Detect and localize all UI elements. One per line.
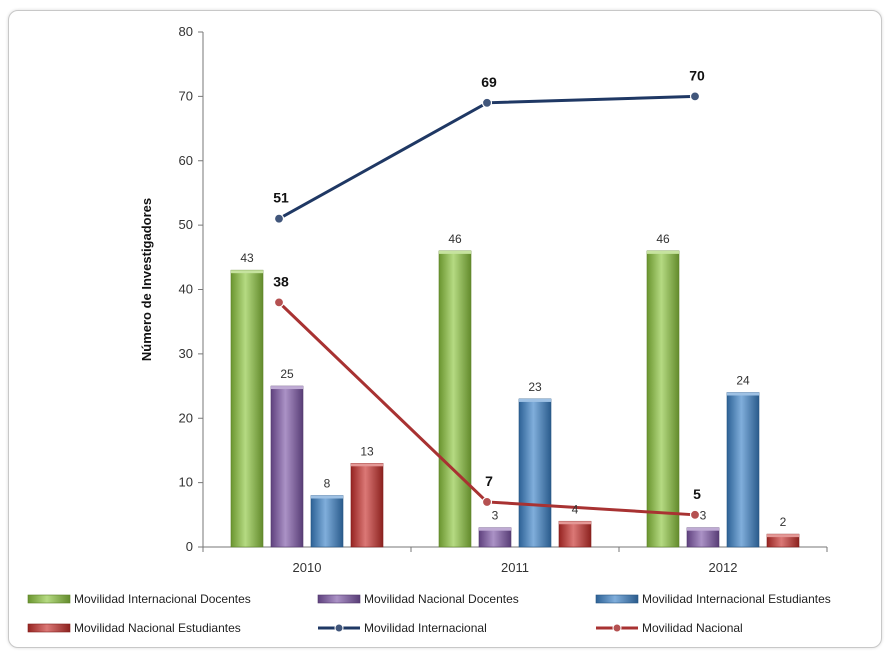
lines: [273, 91, 701, 520]
bar: [438, 250, 472, 548]
legend-label: Movilidad Internacional: [364, 621, 487, 635]
y-axis-label: Número de Investigadores: [139, 198, 154, 361]
bar-data-label: 46: [656, 232, 670, 246]
bar: [310, 495, 344, 548]
line-data-label: 7: [485, 473, 493, 489]
bar-data-label: 13: [360, 444, 374, 458]
bars: [230, 250, 800, 548]
y-tick-label: 40: [179, 282, 193, 297]
bar-data-label: 3: [700, 509, 707, 523]
y-tick-label: 60: [179, 153, 193, 168]
legend-label: Movilidad Internacional Docentes: [74, 592, 251, 606]
line-point: [689, 91, 701, 102]
bar: [230, 269, 264, 548]
bar-top: [727, 392, 759, 396]
bar-data-label: 2: [780, 515, 787, 529]
line-data-label: 51: [273, 190, 289, 206]
x-tick-label: 2011: [501, 560, 529, 575]
x-tick-label: 2012: [709, 560, 738, 575]
y-tick-label: 10: [179, 475, 193, 490]
y-tick-label: 70: [179, 88, 193, 103]
bar-data-label: 4: [572, 502, 579, 516]
axes: 0 10 20 30 40 50 60 70 80 2010 2011 2012 Número de I…: [139, 24, 828, 575]
series-line: [278, 94, 696, 220]
bar-data-label: 25: [280, 367, 294, 381]
legend: Movilidad Internacional Docentes Movilida…: [27, 592, 831, 635]
bar-data-label: 3: [492, 509, 499, 523]
bar: [646, 250, 680, 548]
line-point: [481, 97, 493, 108]
bar-top: [439, 250, 471, 254]
legend-marker: [612, 623, 622, 633]
y-tick-label: 80: [179, 24, 193, 39]
bar: [270, 385, 304, 548]
line-point: [689, 509, 701, 520]
x-tick-label: 2010: [293, 560, 322, 575]
bar-top: [767, 534, 799, 538]
legend-marker: [334, 623, 344, 633]
y-tick-label: 30: [179, 346, 193, 361]
bar-data-label: 24: [736, 374, 750, 388]
legend-swatch: [27, 623, 71, 633]
bar-top: [271, 386, 303, 390]
legend-label: Movilidad Nacional Estudiantes: [74, 621, 241, 635]
bar-top: [647, 250, 679, 254]
legend-label: Movilidad Nacional: [642, 621, 743, 635]
bar: [350, 463, 384, 548]
bar-top: [351, 463, 383, 467]
bar-top: [559, 521, 591, 525]
line-data-label: 38: [273, 273, 289, 289]
bar-data-label: 43: [240, 251, 254, 265]
bar-top: [687, 527, 719, 531]
y-tick-label: 20: [179, 410, 193, 425]
line-data-label: 5: [693, 486, 701, 502]
legend-label: Movilidad Nacional Docentes: [364, 592, 519, 606]
bar-top: [231, 270, 263, 274]
legend-swatch: [27, 594, 71, 604]
line-point: [273, 297, 285, 308]
bar-data-label: 46: [448, 232, 462, 246]
bar: [726, 392, 760, 548]
bar-top: [311, 495, 343, 499]
line-data-label: 69: [481, 74, 497, 90]
bar: [558, 520, 592, 548]
y-tick-label: 0: [186, 539, 193, 554]
bar-top: [519, 398, 551, 402]
y-tick-label: 50: [179, 217, 193, 232]
bar-top: [479, 527, 511, 531]
line-point: [481, 496, 493, 508]
bar: [518, 398, 552, 548]
line-data-label: 70: [689, 67, 705, 83]
bar-data-label: 8: [324, 477, 331, 491]
line-point: [273, 213, 285, 224]
legend-label: Movilidad Internacional Estudiantes: [642, 592, 831, 606]
bar-data-label: 23: [528, 380, 542, 394]
legend-swatch: [317, 594, 361, 604]
legend-swatch: [595, 594, 639, 604]
